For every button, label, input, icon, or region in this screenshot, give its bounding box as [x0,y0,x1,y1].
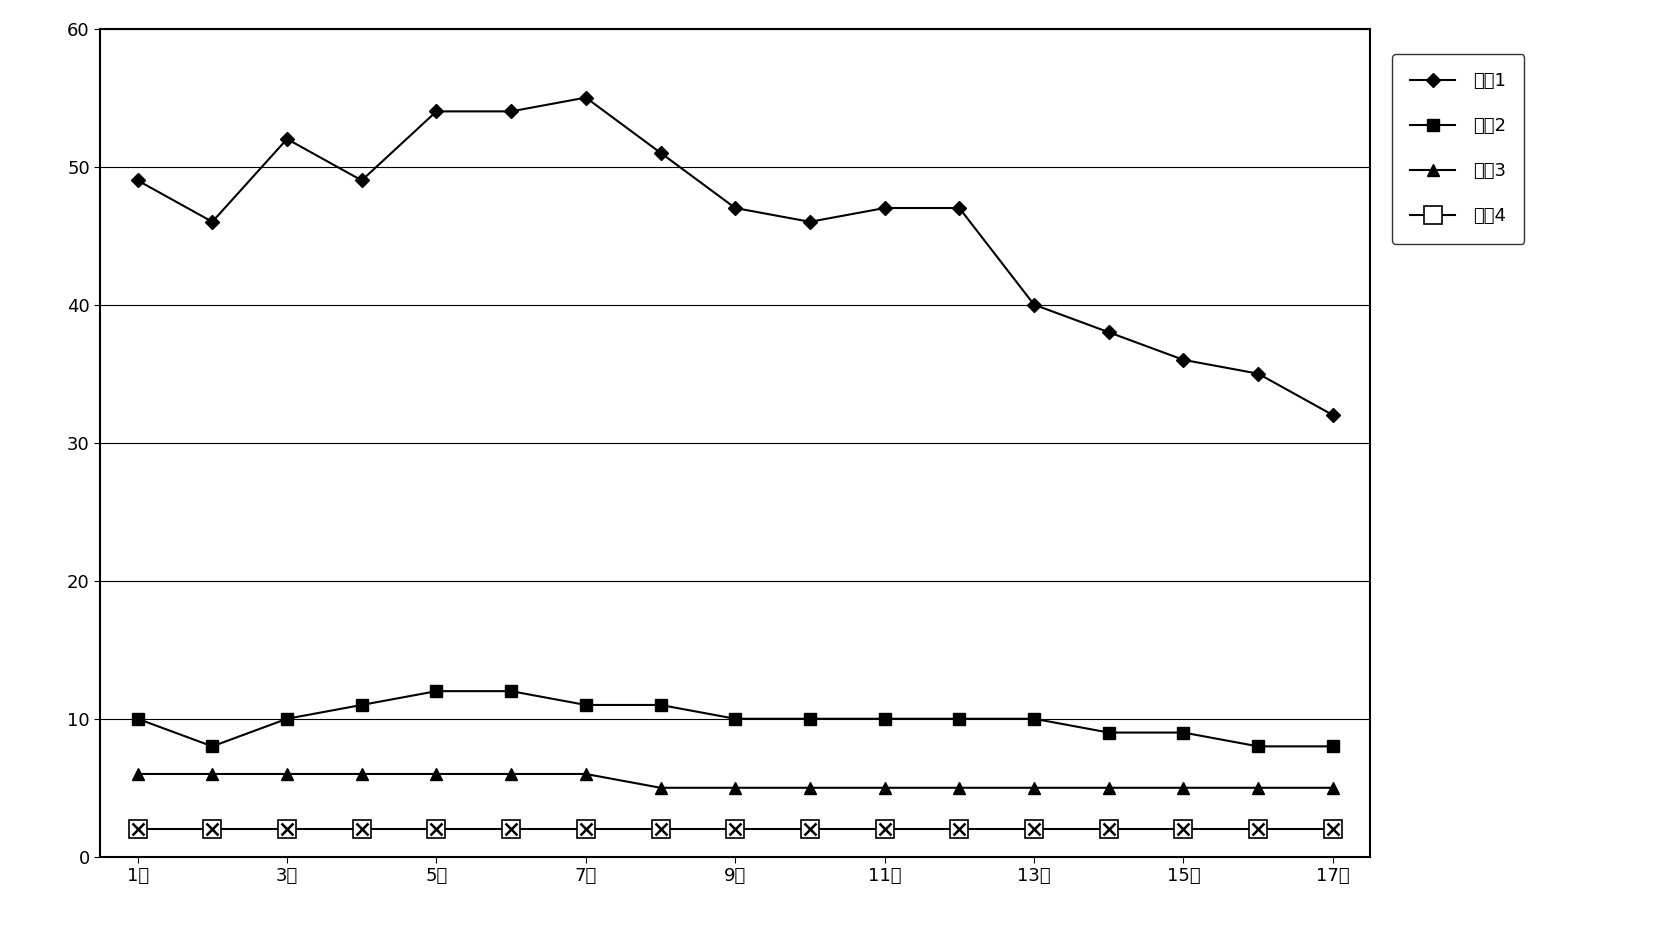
系列2 [1173,727,1193,739]
系列2 [351,699,371,710]
系列4 [1024,823,1044,835]
系列2 [1100,727,1120,739]
系列3 [1024,783,1044,794]
系列4 [1248,823,1268,835]
系列1 [1173,354,1193,366]
系列4 [127,823,147,835]
系列2 [949,713,969,724]
系列2 [874,713,894,724]
系列1 [127,175,147,187]
Line: 系列4: 系列4 [129,821,1342,838]
系列4 [725,823,745,835]
系列3 [949,783,969,794]
系列3 [426,768,446,780]
系列3 [650,783,670,794]
Legend: 系列1, 系列2, 系列3, 系列4: 系列1, 系列2, 系列3, 系列4 [1392,54,1524,244]
系列1 [1323,409,1343,421]
系列2 [800,713,820,724]
系列3 [1248,783,1268,794]
系列3 [277,768,297,780]
系列2 [277,713,297,724]
系列3 [1323,783,1343,794]
系列1 [351,175,371,187]
系列3 [800,783,820,794]
系列1 [202,216,222,228]
系列2 [127,713,147,724]
系列4 [800,823,820,835]
系列4 [202,823,222,835]
系列1 [1024,299,1044,310]
系列3 [874,783,894,794]
系列3 [501,768,521,780]
系列2 [725,713,745,724]
系列1 [501,106,521,117]
Line: 系列3: 系列3 [132,767,1338,794]
系列3 [127,768,147,780]
系列4 [277,823,297,835]
系列4 [874,823,894,835]
系列3 [202,768,222,780]
系列4 [1100,823,1120,835]
系列1 [1100,327,1120,338]
系列4 [351,823,371,835]
系列2 [1024,713,1044,724]
系列1 [1248,368,1268,380]
系列1 [576,92,597,104]
系列4 [1173,823,1193,835]
系列3 [1173,783,1193,794]
系列3 [1100,783,1120,794]
系列4 [576,823,597,835]
系列2 [501,685,521,697]
系列1 [725,203,745,214]
系列2 [1323,741,1343,752]
系列2 [576,699,597,710]
系列4 [1323,823,1343,835]
系列3 [725,783,745,794]
系列2 [650,699,670,710]
系列4 [650,823,670,835]
系列4 [426,823,446,835]
系列2 [1248,741,1268,752]
Line: 系列1: 系列1 [132,92,1338,420]
系列1 [949,203,969,214]
系列2 [426,685,446,697]
系列3 [576,768,597,780]
系列1 [277,133,297,145]
系列3 [351,768,371,780]
Line: 系列2: 系列2 [132,684,1338,753]
系列1 [800,216,820,228]
系列4 [949,823,969,835]
系列1 [426,106,446,117]
系列4 [501,823,521,835]
系列2 [202,741,222,752]
系列1 [874,203,894,214]
系列1 [650,148,670,159]
